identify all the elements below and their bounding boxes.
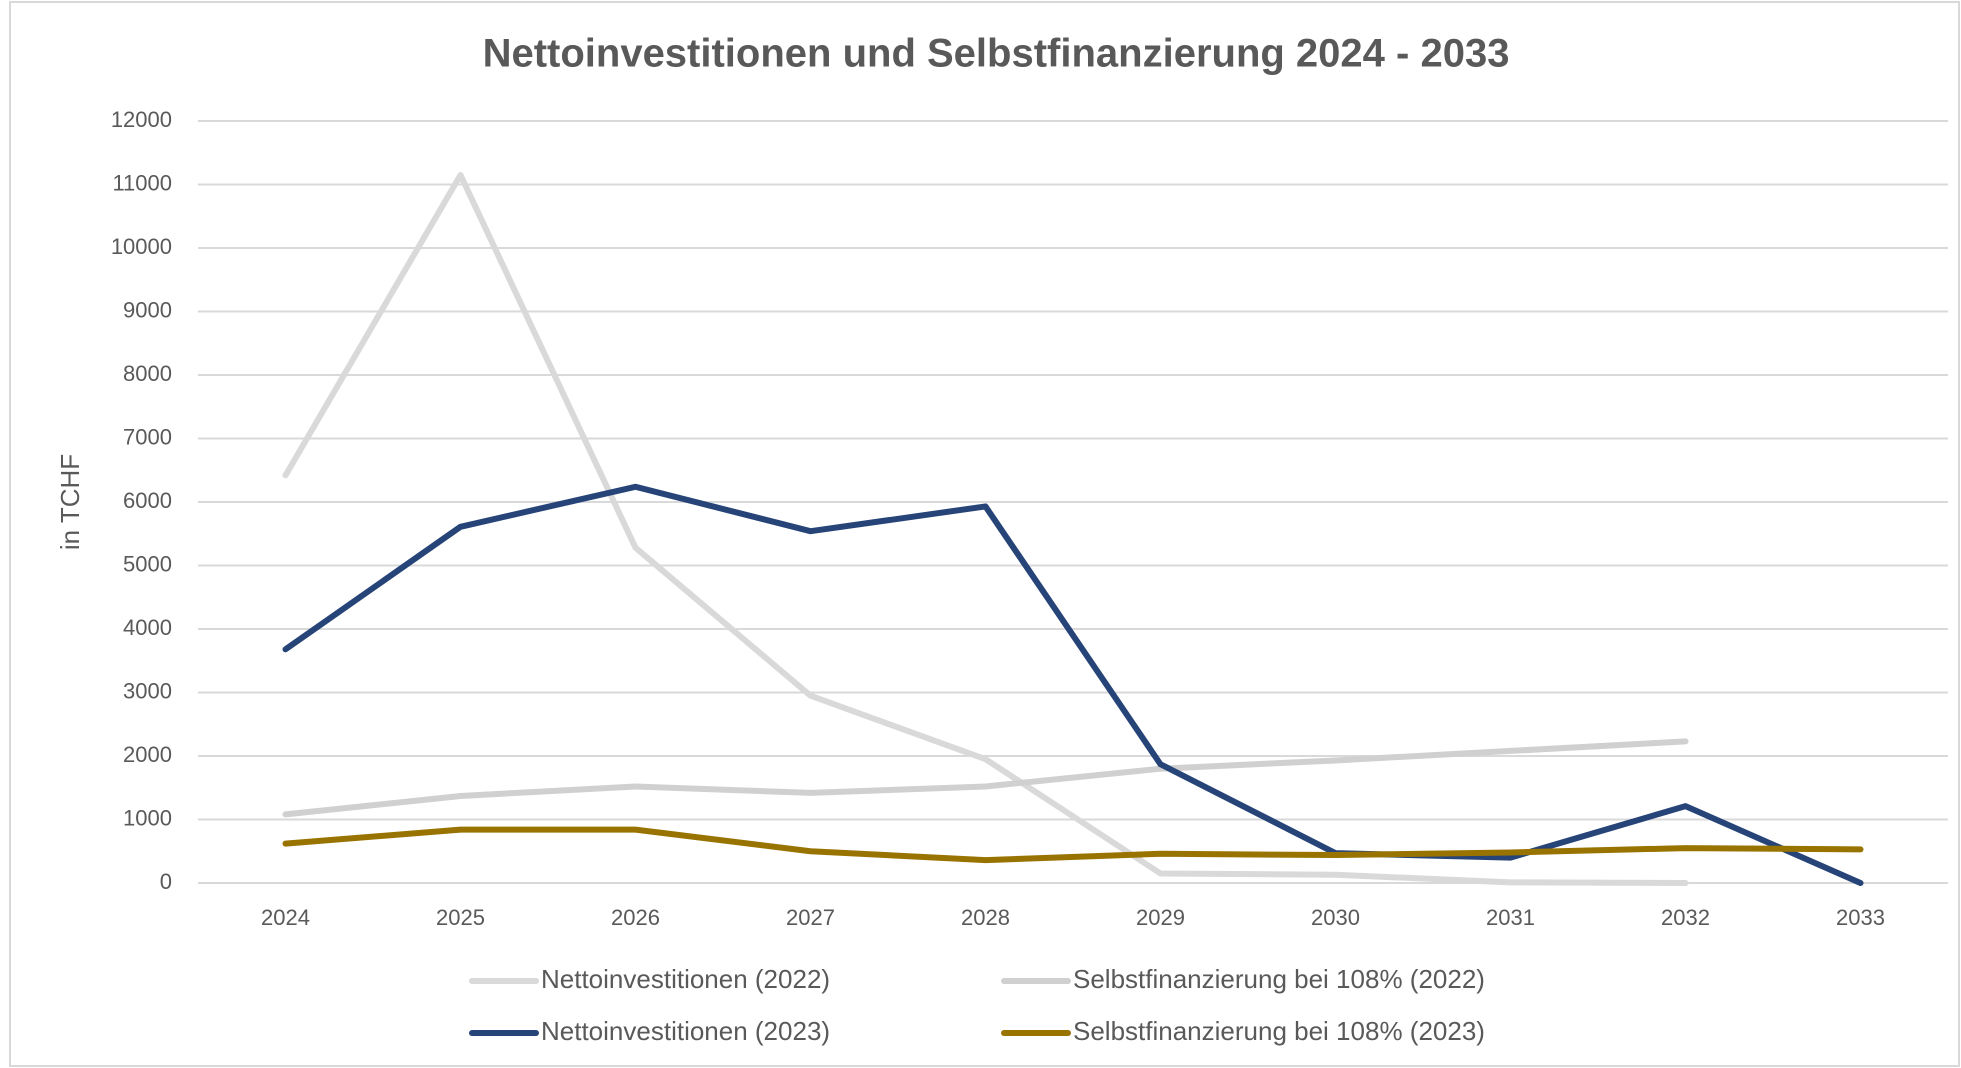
chart-title: Nettoinvestitionen und Selbstfinanzierun… — [483, 32, 1510, 76]
x-tick-label: 2024 — [261, 905, 310, 930]
y-tick-label: 9000 — [123, 297, 172, 322]
x-tick-label: 2033 — [1836, 905, 1885, 930]
y-tick-label: 10000 — [111, 234, 172, 259]
y-tick-label: 5000 — [123, 551, 172, 576]
chart-border — [9, 1, 1960, 1067]
y-tick-label: 1000 — [123, 805, 172, 830]
series-line — [282, 738, 1689, 818]
legend-label: Nettoinvestitionen (2022) — [541, 964, 830, 994]
x-tick-label: 2030 — [1311, 905, 1360, 930]
y-tick-label: 6000 — [123, 488, 172, 513]
y-axis-label: in TCHF — [55, 454, 85, 550]
y-tick-label: 3000 — [123, 678, 172, 703]
x-tick-label: 2027 — [786, 905, 835, 930]
y-tick-label: 2000 — [123, 742, 172, 767]
y-tick-label: 8000 — [123, 361, 172, 386]
legend-label: Selbstfinanzierung bei 108% (2023) — [1073, 1016, 1485, 1046]
legend-label: Selbstfinanzierung bei 108% (2022) — [1073, 964, 1485, 994]
x-tick-label: 2032 — [1661, 905, 1710, 930]
y-tick-label: 7000 — [123, 424, 172, 449]
y-tick-label: 0 — [160, 869, 172, 894]
x-tick-label: 2031 — [1486, 905, 1535, 930]
series-line — [282, 171, 1689, 886]
x-tick-label: 2026 — [611, 905, 660, 930]
x-tick-label: 2025 — [436, 905, 485, 930]
legend-label: Nettoinvestitionen (2023) — [541, 1016, 830, 1046]
y-tick-label: 4000 — [123, 615, 172, 640]
y-tick-label: 12000 — [111, 107, 172, 132]
series-line — [282, 483, 1864, 886]
x-tick-label: 2029 — [1136, 905, 1185, 930]
series-line — [282, 826, 1864, 864]
y-tick-label: 11000 — [112, 170, 172, 195]
x-tick-label: 2028 — [961, 905, 1010, 930]
